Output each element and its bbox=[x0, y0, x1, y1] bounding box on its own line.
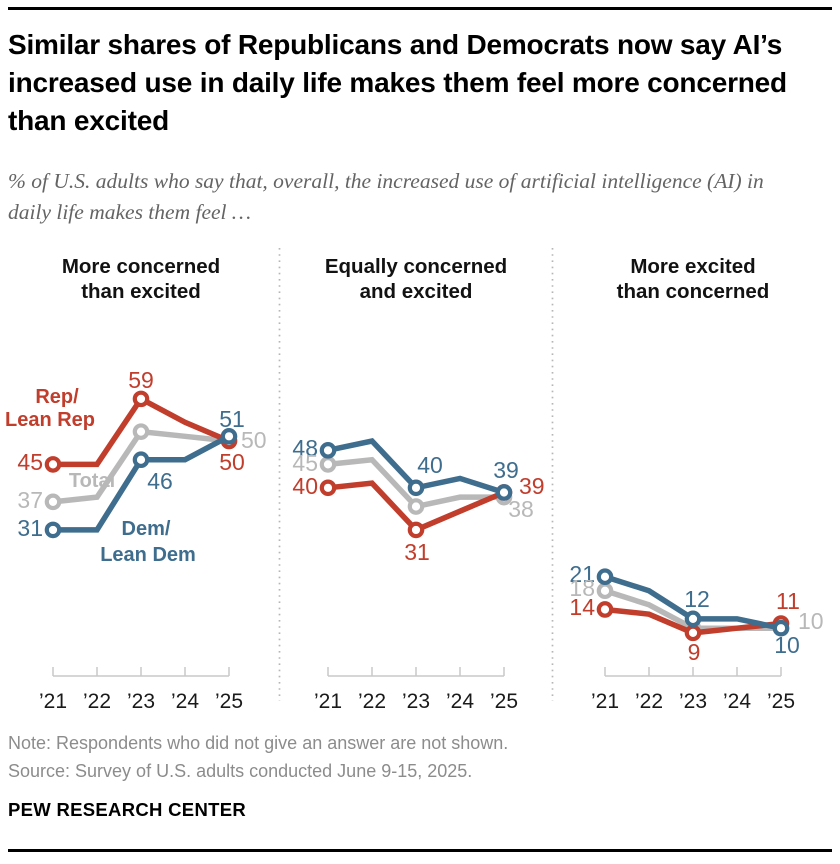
label-p2-rep-25: 39 bbox=[519, 473, 545, 499]
panel-2-axis: ’21 ’22 ’23 ’24 ’25 bbox=[314, 667, 518, 713]
panel-1-lines bbox=[44, 390, 238, 539]
year-tick-label: ’21 bbox=[39, 690, 67, 713]
panel-1-axis: ’21 ’22 ’23 ’24 ’25 bbox=[39, 667, 243, 713]
label-p2-rep-21: 40 bbox=[292, 473, 318, 499]
panel-1-title-line2: than excited bbox=[81, 280, 201, 303]
panel-3-lines bbox=[596, 568, 790, 642]
label-p3-rep-25: 11 bbox=[776, 588, 800, 614]
data-point-marker bbox=[319, 479, 337, 497]
label-p2-dem-21: 48 bbox=[292, 435, 318, 461]
label-p2-total-25: 38 bbox=[508, 496, 534, 522]
data-point-marker bbox=[407, 498, 425, 515]
data-point-marker bbox=[44, 521, 62, 539]
label-p3-dem-23: 12 bbox=[684, 586, 710, 612]
label-p1-dem-23: 46 bbox=[147, 468, 173, 494]
top-rule bbox=[8, 7, 832, 10]
panel-2-title-line1: Equally concerned bbox=[325, 255, 507, 278]
year-tick-label: ’24 bbox=[446, 690, 474, 713]
label-p3-rep-21: 14 bbox=[569, 594, 595, 620]
panel-3-title-line2: than concerned bbox=[617, 280, 770, 303]
panel-2-title-line2: and excited bbox=[360, 280, 473, 303]
panel-3-title-line1: More excited bbox=[630, 255, 755, 278]
label-p2-rep-23: 31 bbox=[404, 539, 430, 565]
year-tick-label: ’22 bbox=[358, 690, 386, 713]
panel-3-axis: ’21 ’22 ’23 ’24 ’25 bbox=[591, 667, 795, 713]
label-p1-rep-23: 59 bbox=[128, 367, 154, 393]
legend-rep-line2: Lean Rep bbox=[5, 409, 95, 431]
data-point-marker bbox=[596, 601, 614, 618]
data-point-marker bbox=[684, 624, 702, 642]
year-tick-label: ’25 bbox=[215, 690, 243, 713]
label-p1-dem-25: 51 bbox=[219, 406, 245, 432]
year-tick-label: ’22 bbox=[635, 690, 663, 713]
label-p3-dem-25: 10 bbox=[774, 632, 800, 658]
data-point-marker bbox=[44, 456, 62, 473]
label-p2-dem-25: 39 bbox=[493, 457, 519, 483]
page-subtitle: % of U.S. adults who say that, overall, … bbox=[8, 169, 764, 224]
label-p3-rep-23: 9 bbox=[688, 639, 701, 665]
year-tick-label: ’25 bbox=[490, 690, 518, 713]
note-text: Note: Respondents who did not give an an… bbox=[8, 733, 509, 753]
year-tick-label: ’24 bbox=[171, 690, 199, 713]
panel-1-title-line1: More concerned bbox=[62, 255, 220, 278]
page-title: Similar shares of Republicans and Democr… bbox=[8, 29, 787, 136]
label-p2-total-21: 45 bbox=[292, 450, 318, 476]
label-p2-dem-23: 40 bbox=[417, 452, 443, 478]
legend-total: Total bbox=[69, 470, 115, 492]
label-p1-rep-25: 50 bbox=[219, 449, 245, 475]
label-p1-rep-21: 45 bbox=[17, 449, 43, 475]
data-point-marker bbox=[319, 442, 337, 459]
data-point-marker bbox=[132, 390, 150, 408]
label-p1-total-25: 50 bbox=[241, 427, 267, 453]
data-point-marker bbox=[596, 568, 614, 586]
label-p1-total-21: 37 bbox=[17, 487, 43, 513]
year-tick-label: ’22 bbox=[83, 690, 111, 713]
brand-pew-research-center: PEW RESEARCH CENTER bbox=[8, 799, 246, 820]
year-tick-label: ’24 bbox=[723, 690, 751, 713]
label-p3-total-25: 10 bbox=[798, 608, 824, 634]
year-tick-label: ’23 bbox=[679, 690, 707, 713]
data-point-marker bbox=[495, 484, 513, 501]
data-point-marker bbox=[684, 610, 702, 628]
year-tick-label: ’23 bbox=[402, 690, 430, 713]
legend-rep-line1: Rep/ bbox=[35, 386, 79, 408]
year-tick-label: ’21 bbox=[591, 690, 619, 713]
data-point-marker bbox=[132, 451, 150, 469]
label-p3-total-21: 18 bbox=[569, 575, 595, 601]
data-point-marker bbox=[407, 521, 425, 539]
label-p3-dem-21: 21 bbox=[569, 561, 595, 587]
year-tick-label: ’21 bbox=[314, 690, 342, 713]
label-p1-dem-21: 31 bbox=[17, 515, 43, 541]
data-point-marker bbox=[132, 423, 150, 440]
data-point-marker bbox=[407, 479, 425, 497]
year-tick-label: ’25 bbox=[767, 690, 795, 713]
panel-2-lines bbox=[319, 437, 513, 539]
legend-dem-line2: Lean Dem bbox=[100, 544, 196, 566]
bottom-rule bbox=[8, 849, 832, 852]
year-tick-label: ’23 bbox=[127, 690, 155, 713]
data-point-marker bbox=[596, 582, 614, 600]
data-point-marker bbox=[772, 619, 790, 637]
data-point-marker bbox=[44, 493, 62, 511]
data-point-marker bbox=[220, 428, 238, 445]
data-point-marker bbox=[319, 456, 337, 473]
source-text: Source: Survey of U.S. adults conducted … bbox=[8, 761, 473, 781]
legend-dem-line1: Dem/ bbox=[122, 518, 171, 540]
